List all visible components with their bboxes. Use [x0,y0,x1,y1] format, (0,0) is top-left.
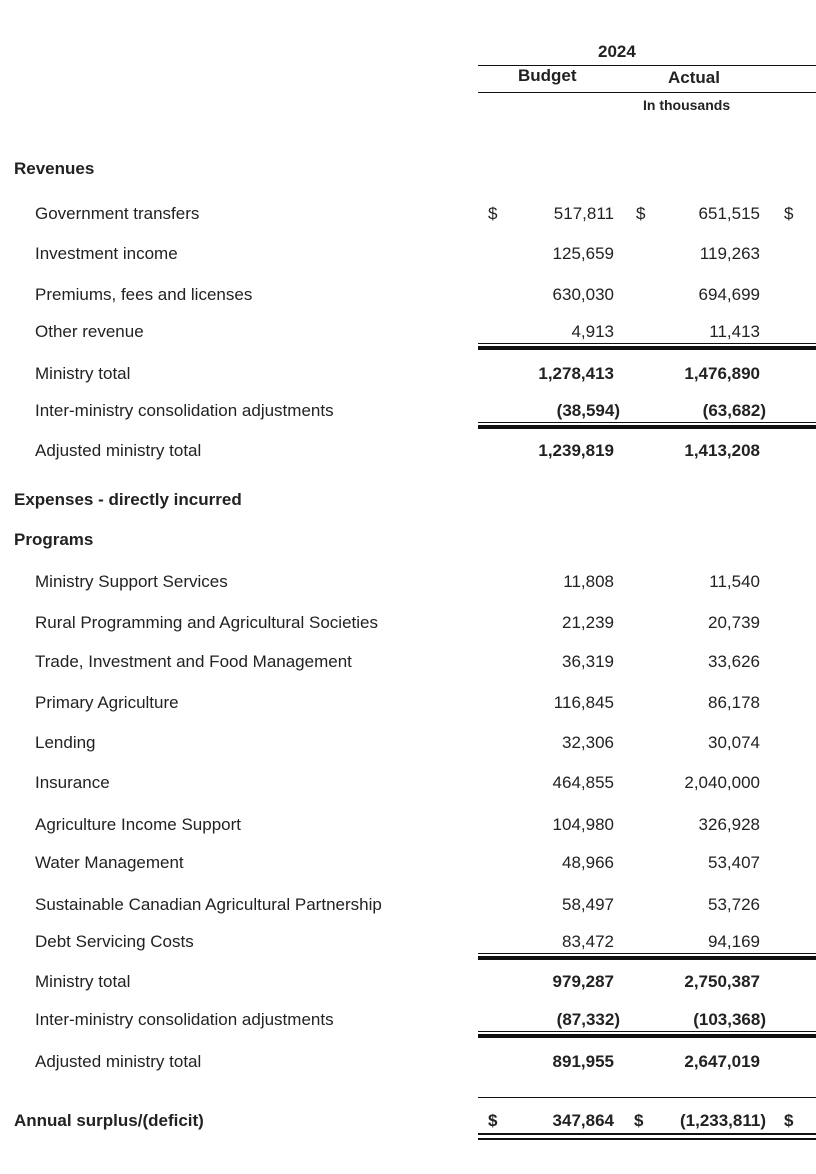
actual-value: 2,647,019 [684,1052,760,1071]
budget-value: 464,855 [552,773,614,792]
budget-value: 104,980 [552,815,614,834]
currency-symbol: $ [784,1111,794,1130]
row-label: Ministry total [35,364,131,383]
budget-value: 630,030 [552,285,614,304]
row-label: Inter-ministry consolidation adjustments [35,1010,334,1029]
actual-value: 1,476,890 [684,364,760,383]
column-heading-underline [478,92,816,93]
currency-symbol: $ [634,1111,644,1130]
budget-value: 11,808 [563,572,614,591]
actual-value: 2,040,000 [684,773,760,792]
currency-symbol: $ [784,204,794,223]
actual-value: 53,407 [708,853,760,872]
subtotal-rule [478,343,816,344]
budget-value: (87,332) [556,1010,620,1029]
row-label: Premiums, fees and licenses [35,285,253,304]
currency-symbol: $ [488,204,498,223]
row-label: Sustainable Canadian Agricultural Partne… [35,895,382,914]
budget-value: 347,864 [552,1111,614,1130]
expenses-heading: Expenses - directly incurred [14,490,242,509]
budget-value: 979,287 [552,972,614,991]
row-label: Government transfers [35,204,200,223]
budget-value: 891,955 [552,1052,614,1071]
row-label: Primary Agriculture [35,693,179,712]
row-label: Adjusted ministry total [35,441,202,460]
row-label: Lending [35,733,96,752]
double-underline-top [478,1133,816,1135]
surplus-label: Annual surplus/(deficit) [14,1111,204,1130]
subtotal-rule [478,953,816,954]
budget-value: (38,594) [556,401,620,420]
actual-value: 2,750,387 [684,972,760,991]
row-label: Rural Programming and Agricultural Socie… [35,613,378,632]
total-rule-thick [478,1034,816,1038]
actual-value: 94,169 [708,932,760,951]
budget-value: 36,319 [562,652,614,671]
currency-symbol: $ [636,204,646,223]
actual-column-heading: Actual [668,68,720,87]
budget-value: 1,278,413 [538,364,614,383]
actual-value: 119,263 [699,244,760,263]
total-rule-thick [478,956,816,960]
actual-value: 11,413 [709,322,760,341]
row-label: Investment income [35,244,178,263]
year-underline [478,65,816,66]
row-label: Inter-ministry consolidation adjustments [35,401,334,420]
actual-value: 694,699 [698,285,760,304]
actual-value: 1,413,208 [684,441,760,460]
currency-symbol: $ [488,1111,498,1130]
budget-value: 4,913 [571,322,614,341]
actual-value: (63,682) [702,401,766,420]
row-label: Debt Servicing Costs [35,932,194,951]
row-label: Water Management [35,853,184,872]
row-label: Agriculture Income Support [35,815,241,834]
total-rule-thick [478,425,816,429]
actual-value: 651,515 [698,204,760,223]
actual-value: 11,540 [709,572,760,591]
actual-value: 33,626 [708,652,760,671]
year-heading: 2024 [598,42,636,61]
budget-value: 32,306 [562,733,614,752]
row-label: Trade, Investment and Food Management [35,652,352,671]
actual-value: 326,928 [698,815,760,834]
row-label: Ministry Support Services [35,572,228,591]
actual-value: 86,178 [708,693,760,712]
budget-value: 116,845 [553,693,614,712]
surplus-top-rule [478,1097,816,1098]
budget-value: 1,239,819 [538,441,614,460]
actual-value: 20,739 [708,613,760,632]
actual-value: (103,368) [693,1010,766,1029]
actual-value: (1,233,811) [679,1111,766,1130]
subtotal-rule [478,422,816,423]
total-rule-thick [478,346,816,350]
budget-value: 125,659 [552,244,614,263]
budget-value: 21,239 [562,613,614,632]
budget-column-heading: Budget [518,66,577,85]
actual-value: 30,074 [708,733,760,752]
budget-value: 58,497 [562,895,614,914]
budget-value: 48,966 [562,853,614,872]
programs-heading: Programs [14,530,94,549]
row-label: Other revenue [35,322,144,341]
row-label: Ministry total [35,972,131,991]
revenues-heading: Revenues [14,159,95,178]
units-note: In thousands [643,97,731,113]
budget-value: 83,472 [562,932,614,951]
subtotal-rule [478,1031,816,1032]
actual-value: 53,726 [708,895,760,914]
row-label: Insurance [35,773,110,792]
row-label: Adjusted ministry total [35,1052,202,1071]
double-underline-bottom [478,1138,816,1140]
budget-value: 517,811 [553,204,614,223]
